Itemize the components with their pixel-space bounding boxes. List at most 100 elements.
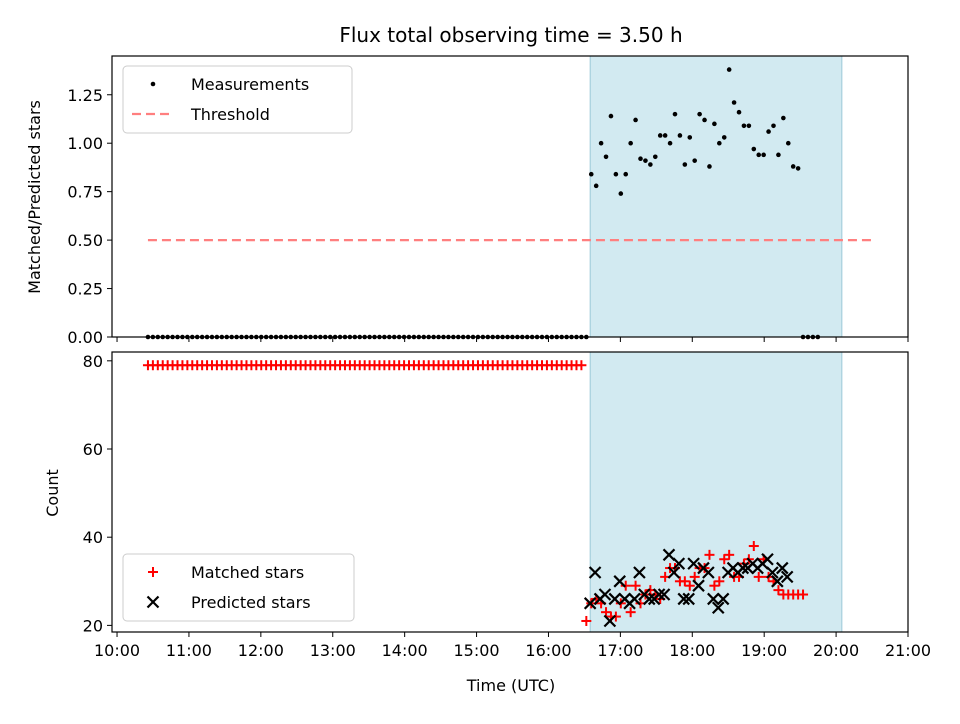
measurement-point: [712, 121, 717, 127]
legend-bottom: Matched stars Predicted stars: [122, 553, 355, 622]
y-tick-label: 0.75: [67, 183, 103, 202]
y-tick-label: 1.25: [67, 86, 103, 105]
predicted-stars-marker: [588, 566, 602, 579]
x-tick-label: 13:00: [310, 641, 356, 660]
measurement-point: [657, 133, 663, 138]
y-tick-label: 1.00: [67, 134, 103, 153]
x-stroke: [766, 566, 779, 579]
predicted-stars-marker: [711, 601, 725, 615]
x-tick-label: 12:00: [238, 641, 284, 660]
x-stroke: [628, 592, 641, 606]
x-stroke: [761, 552, 774, 566]
measurement-point: [741, 123, 747, 129]
x-tick-label: 10:00: [94, 641, 140, 660]
predicted-stars-marker: [766, 566, 779, 579]
x-stroke: [662, 548, 676, 562]
x-stroke: [780, 570, 794, 584]
x-tick-label: 16:00: [525, 641, 571, 660]
measurement-point: [677, 133, 683, 138]
measurement-point: [751, 146, 757, 152]
y-tick-label: 60: [83, 440, 103, 459]
x-tick-label: 15:00: [454, 641, 500, 660]
measurement-point: [638, 156, 643, 162]
x-stroke: [652, 588, 666, 601]
measurement-point: [633, 117, 638, 123]
measurement-point: [588, 171, 594, 177]
predicted-stars-marker: [771, 575, 784, 588]
legend-dot-marker: [150, 81, 156, 87]
matched-stars-marker: [709, 580, 720, 591]
measurement-point: [776, 152, 781, 158]
matched-stars-marker: [714, 576, 725, 587]
legend-label: Matched stars: [191, 563, 304, 582]
x-stroke: [711, 601, 725, 615]
predicted-stars-marker: [628, 592, 641, 606]
matched-stars-marker: [798, 589, 809, 600]
predicted-stars-marker: [780, 570, 794, 584]
measurement-point: [687, 135, 693, 140]
measurement-point: [667, 140, 673, 146]
measurement-point: [697, 111, 702, 117]
x-tick-label: 18:00: [669, 641, 715, 660]
predicted-stars-marker: [613, 575, 627, 588]
y-tick-label: 0.50: [67, 231, 103, 250]
x-tick-label: 20:00: [813, 641, 859, 660]
y-axis-label-ratio: Matched/Predicted stars: [25, 100, 44, 294]
measurement-point: [702, 117, 707, 123]
x-stroke: [588, 566, 602, 579]
predicted-stars-marker: [657, 588, 671, 601]
predicted-stars-marker: [643, 592, 656, 606]
x-stroke: [775, 561, 789, 575]
x-stroke: [583, 597, 597, 610]
matched-stars-marker: [610, 611, 621, 622]
measurement-point: [643, 158, 648, 163]
measurement-point: [682, 162, 688, 167]
x-stroke: [672, 557, 686, 570]
matched-stars-marker: [576, 360, 587, 371]
x-tick-label: 17:00: [597, 641, 643, 660]
bottom-panel: 20 40 60 80 10:00 11:00 12:00 13:00 14:00 15:00 16…: [83, 351, 931, 660]
x-stroke: [682, 592, 695, 606]
measurement-point: [598, 140, 604, 146]
predicted-stars-marker: [702, 566, 715, 579]
predicted-stars-marker: [692, 579, 705, 592]
top-panel: 0.00 0.25 0.50 0.75 1.00 1.25 Measurements Thre…: [67, 55, 909, 347]
measurement-point: [781, 115, 786, 121]
matched-stars-marker: [620, 580, 631, 591]
y-tick-label: 20: [83, 616, 103, 635]
predicted-stars-marker: [583, 597, 597, 610]
y-tick-label: 0.00: [67, 328, 103, 347]
matched-stars-marker: [625, 607, 636, 618]
matched-stars-marker: [773, 585, 784, 596]
y-tick-label: 80: [83, 352, 103, 371]
predicted-stars-marker: [677, 592, 691, 606]
measurement-point: [707, 164, 712, 169]
measurement-point: [623, 171, 629, 177]
measurement-point: [761, 152, 766, 158]
x-axis-label: Time (UTC): [466, 676, 555, 695]
matched-stars-marker: [684, 580, 695, 591]
predicted-stars-marker: [662, 548, 676, 562]
chart-title: Flux total observing time = 3.50 h: [339, 23, 682, 47]
axes-frame: [111, 351, 909, 633]
matched-stars-marker: [748, 541, 759, 552]
matched-stars-marker: [601, 607, 612, 618]
y-tick-label: 40: [83, 528, 103, 547]
measurement-point: [618, 191, 624, 196]
x-stroke: [677, 592, 691, 606]
measurement-point: [726, 67, 732, 72]
x-stroke: [608, 592, 622, 606]
legend-x-marker: [146, 595, 160, 609]
predicted-stars-marker: [608, 592, 622, 606]
measurement-point: [736, 109, 742, 115]
measurement-point: [785, 140, 791, 146]
matched-stars-marker: [704, 549, 715, 560]
matched-stars-marker: [689, 571, 700, 582]
x-stroke: [692, 579, 705, 592]
predicted-stars-marker: [603, 614, 617, 628]
x-stroke: [707, 592, 720, 606]
measurement-point: [628, 140, 633, 146]
x-stroke: [633, 566, 646, 579]
matched-stars-marker: [753, 571, 764, 582]
predicted-stars-marker: [707, 592, 720, 606]
